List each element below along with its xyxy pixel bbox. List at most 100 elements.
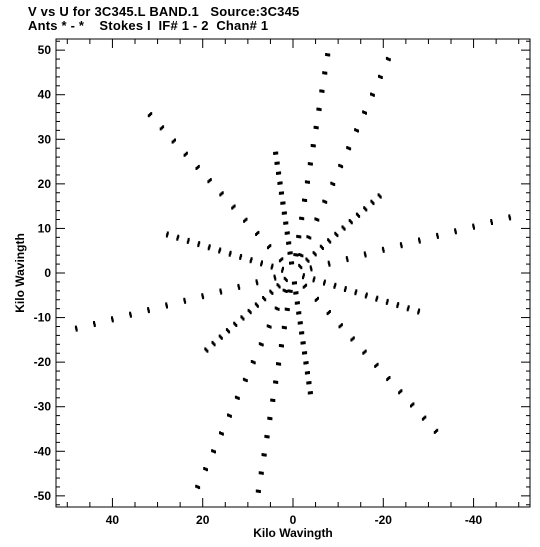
- y-tick-label: -50: [34, 489, 52, 503]
- uv-point: [258, 342, 261, 346]
- uv-point: [196, 485, 199, 489]
- uv-point: [297, 235, 300, 239]
- uv-point: [198, 486, 201, 490]
- uv-point: [281, 211, 284, 215]
- uv-point: [273, 274, 276, 278]
- uv-point: [219, 431, 221, 435]
- y-tick-label: 40: [38, 88, 52, 102]
- uv-point: [300, 216, 303, 220]
- uv-point: [245, 379, 248, 383]
- uv-point: [303, 284, 306, 288]
- uv-point: [208, 179, 211, 183]
- uv-point: [364, 295, 367, 299]
- uv-point: [277, 362, 280, 366]
- uv-point: [299, 331, 302, 335]
- uv-point: [287, 231, 290, 235]
- uv-point: [219, 335, 222, 339]
- uv-point: [387, 377, 390, 380]
- uv-point: [206, 468, 208, 472]
- uv-point: [374, 364, 377, 368]
- uv-point: [290, 289, 293, 293]
- uv-point: [317, 218, 320, 222]
- uv-point: [266, 324, 269, 328]
- uv-point: [266, 435, 268, 439]
- uv-point: [362, 110, 365, 114]
- uv-point: [250, 360, 253, 363]
- uv-point: [291, 281, 294, 285]
- uv-point: [276, 283, 279, 287]
- uv-point: [357, 213, 359, 217]
- uv-point: [316, 126, 319, 130]
- plot-title: V vs U for 3C345.L BAND.1 Source:3C345: [28, 4, 300, 19]
- uv-point: [312, 144, 315, 148]
- uv-point: [370, 92, 372, 96]
- uv-point: [423, 416, 426, 420]
- uv-point: [377, 193, 380, 197]
- uv-point: [195, 167, 198, 170]
- uv-point: [294, 291, 297, 295]
- uv-point: [129, 311, 132, 315]
- uv-point: [267, 246, 269, 250]
- uv-point: [271, 263, 274, 267]
- uv-point: [228, 330, 231, 334]
- uv-point: [314, 253, 317, 257]
- uv-point: [385, 301, 388, 305]
- uv-point: [300, 321, 303, 325]
- uv-point: [301, 254, 304, 258]
- uv-point: [333, 183, 336, 186]
- uv-point: [279, 181, 281, 185]
- uv-point: [261, 343, 264, 347]
- uv-point: [286, 221, 289, 225]
- uv-point: [211, 449, 214, 453]
- x-tick-label: 40: [106, 513, 120, 527]
- uv-point: [290, 251, 293, 255]
- uv-point: [297, 301, 300, 305]
- uv-point: [325, 71, 328, 75]
- uv-point: [254, 302, 257, 306]
- uv-point: [209, 178, 212, 182]
- uv-point: [435, 429, 437, 433]
- uv-point: [270, 417, 273, 421]
- uv-point: [149, 113, 151, 117]
- uv-point: [299, 265, 302, 269]
- uv-point: [206, 349, 209, 353]
- y-tick-label: 50: [38, 43, 52, 57]
- uv-point: [396, 305, 399, 309]
- uv-point: [284, 221, 287, 225]
- uv-point: [229, 414, 232, 418]
- uv-point: [147, 114, 150, 118]
- uv-point: [258, 471, 261, 475]
- uv-point: [312, 251, 315, 255]
- uv-point: [323, 71, 326, 75]
- uv-point: [183, 297, 186, 301]
- uv-point: [380, 76, 383, 79]
- uv-point: [418, 240, 421, 244]
- uv-point: [236, 396, 239, 400]
- uv-point: [322, 71, 325, 75]
- uv-point: [255, 279, 258, 283]
- uv-point: [354, 292, 357, 296]
- uv-point: [285, 290, 288, 293]
- uv-point: [282, 288, 285, 292]
- uv-point: [295, 281, 297, 285]
- uv-point: [330, 181, 333, 185]
- uv-point: [400, 245, 403, 249]
- uv-point: [357, 129, 359, 133]
- uv-point: [247, 308, 250, 312]
- uv-point: [269, 325, 272, 329]
- uv-point: [244, 218, 247, 222]
- plot-subtitle: Ants * - * Stokes I IF# 1 - 2 Chan# 1: [28, 18, 269, 33]
- uv-point: [350, 221, 353, 225]
- uv-point: [302, 351, 304, 355]
- uv-point: [283, 201, 286, 205]
- uv-point: [240, 315, 243, 319]
- uv-point: [365, 208, 368, 212]
- uv-point: [339, 164, 342, 168]
- uv-point: [268, 417, 271, 420]
- uv-point: [319, 108, 322, 112]
- uv-point: [372, 202, 375, 206]
- uv-point: [299, 311, 302, 315]
- uv-point: [242, 317, 245, 321]
- uv-point: [294, 253, 297, 257]
- uv-point: [280, 181, 283, 185]
